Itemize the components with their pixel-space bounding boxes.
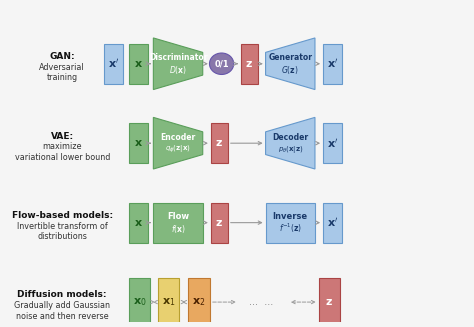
Text: $\mathbf{x}$: $\mathbf{x}$	[134, 59, 143, 69]
Text: $\mathbf{x}'$: $\mathbf{x}'$	[327, 216, 338, 229]
FancyBboxPatch shape	[319, 278, 340, 326]
Text: Inverse: Inverse	[273, 212, 308, 221]
Text: 0/1: 0/1	[214, 59, 229, 68]
Text: $\mathbf{x}_0$: $\mathbf{x}_0$	[133, 296, 146, 308]
FancyBboxPatch shape	[128, 123, 147, 163]
Polygon shape	[154, 117, 203, 169]
Text: $\mathbf{z}$: $\mathbf{z}$	[246, 59, 254, 69]
FancyBboxPatch shape	[241, 44, 258, 84]
FancyBboxPatch shape	[104, 44, 123, 84]
Text: Diffusion models:: Diffusion models:	[18, 290, 107, 300]
Text: $G(\mathbf{z})$: $G(\mathbf{z})$	[282, 64, 299, 76]
Text: Generator: Generator	[268, 53, 312, 62]
FancyBboxPatch shape	[323, 203, 342, 243]
Text: Encoder: Encoder	[160, 133, 196, 142]
FancyBboxPatch shape	[128, 44, 147, 84]
Text: Flow-based models:: Flow-based models:	[12, 211, 113, 220]
Text: $\mathbf{x}'$: $\mathbf{x}'$	[327, 57, 338, 70]
FancyBboxPatch shape	[128, 278, 150, 326]
Text: $D(\mathbf{x})$: $D(\mathbf{x})$	[169, 64, 187, 76]
Text: $\mathbf{x}_1$: $\mathbf{x}_1$	[162, 296, 175, 308]
Text: VAE:: VAE:	[51, 131, 74, 141]
FancyBboxPatch shape	[188, 278, 210, 326]
FancyBboxPatch shape	[211, 203, 228, 243]
Text: $\mathbf{z}$: $\mathbf{z}$	[325, 297, 333, 307]
Polygon shape	[265, 117, 315, 169]
Text: $q_\phi(\mathbf{z}|\mathbf{x})$: $q_\phi(\mathbf{z}|\mathbf{x})$	[165, 144, 191, 155]
Text: $\mathbf{z}$: $\mathbf{z}$	[215, 138, 223, 148]
Text: Adversarial
training: Adversarial training	[39, 63, 85, 82]
FancyBboxPatch shape	[154, 203, 203, 243]
FancyBboxPatch shape	[265, 203, 315, 243]
Text: $\mathbf{x}'$: $\mathbf{x}'$	[108, 57, 119, 70]
Text: $f^{-1}(\mathbf{z})$: $f^{-1}(\mathbf{z})$	[279, 222, 302, 235]
Text: $f(\mathbf{x})$: $f(\mathbf{x})$	[171, 223, 185, 234]
Text: maximize
variational lower bound: maximize variational lower bound	[15, 142, 110, 162]
FancyBboxPatch shape	[211, 123, 228, 163]
FancyBboxPatch shape	[323, 44, 342, 84]
Text: Gradually add Gaussian
noise and then reverse: Gradually add Gaussian noise and then re…	[14, 301, 110, 320]
Text: $\mathbf{z}$: $\mathbf{z}$	[215, 218, 223, 228]
Text: $\mathbf{x}_2$: $\mathbf{x}_2$	[192, 296, 206, 308]
Text: $\mathbf{x}'$: $\mathbf{x}'$	[327, 137, 338, 150]
Text: $\mathbf{x}$: $\mathbf{x}$	[134, 138, 143, 148]
FancyBboxPatch shape	[158, 278, 179, 326]
Text: ...  ...: ... ...	[249, 297, 273, 307]
FancyBboxPatch shape	[323, 123, 342, 163]
Polygon shape	[265, 38, 315, 90]
Text: $p_\theta(\mathbf{x}|\mathbf{z})$: $p_\theta(\mathbf{x}|\mathbf{z})$	[277, 144, 303, 155]
Text: Decoder: Decoder	[272, 133, 308, 142]
Text: Invertible transform of
distributions: Invertible transform of distributions	[17, 222, 108, 241]
Text: GAN:: GAN:	[49, 52, 75, 61]
Text: Flow: Flow	[167, 212, 189, 221]
Polygon shape	[154, 38, 203, 90]
Circle shape	[210, 53, 234, 75]
FancyBboxPatch shape	[128, 203, 147, 243]
Text: $\mathbf{x}$: $\mathbf{x}$	[134, 218, 143, 228]
Text: Discriminator: Discriminator	[149, 53, 207, 62]
